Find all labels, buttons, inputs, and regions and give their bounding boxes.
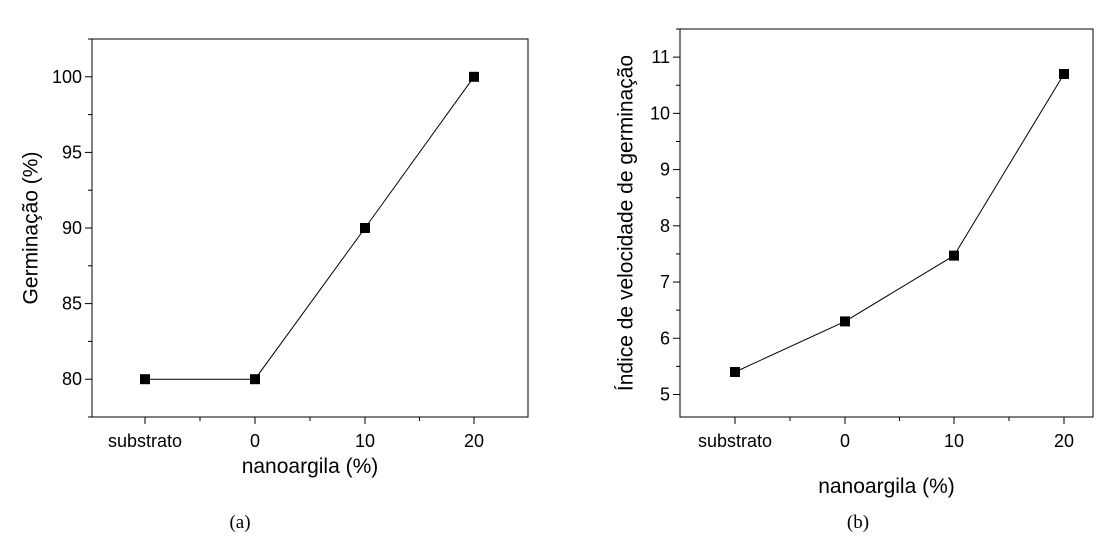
chart-b-y-tick-label: 11 — [651, 47, 670, 67]
chart-a-x-tick-label: substrato — [108, 431, 182, 451]
chart-a-series-line — [145, 76, 475, 380]
chart-b-tick-labels: 5 6 7 8 9 10 11 substrato 0 10 20 — [650, 47, 1074, 451]
chart-b-x-tick-label: 0 — [840, 431, 850, 451]
chart-a-caption: (a) — [229, 512, 250, 533]
chart-b-ticks — [673, 28, 1065, 424]
chart-b-data-point — [949, 250, 959, 261]
chart-a-data-point — [250, 374, 260, 385]
chart-a-x-tick-label: 0 — [250, 431, 260, 451]
chart-a-y-tick-label: 85 — [62, 294, 82, 314]
chart-b-x-tick-label: 10 — [944, 431, 964, 451]
chart-a-series-path — [145, 76, 475, 380]
chart-a-y-axis-title: Germinação (%) — [20, 152, 43, 305]
chart-b-markers — [730, 68, 1069, 378]
chart-a-y-tick-label: 100 — [52, 67, 82, 87]
chart-b-plot-frame — [679, 28, 1094, 418]
chart-b-y-tick-label: 6 — [660, 328, 670, 348]
chart-b-data-point — [840, 316, 850, 327]
chart-b-caption: (b) — [847, 512, 869, 533]
chart-b-data-point — [730, 367, 740, 378]
chart-b-data-point — [1059, 68, 1069, 79]
chart-a-x-axis-title: nanoargila (%) — [242, 455, 379, 478]
chart-a-markers — [140, 71, 479, 385]
chart-a-tick-labels: 80 85 90 95 100 substrato 0 10 20 — [52, 67, 484, 451]
chart-b: 5 6 7 8 9 10 11 substrato 0 10 20 nanoargila (%) Í… — [615, 28, 1094, 533]
chart-b-y-axis-title: Índice de velocidade de germinação — [615, 55, 638, 391]
chart-b-y-tick-label: 5 — [660, 385, 670, 405]
chart-a-data-point — [360, 223, 370, 233]
chart-b-y-tick-label: 7 — [660, 272, 670, 292]
chart-a-plot-frame — [91, 38, 529, 418]
chart-b-x-tick-label: 20 — [1054, 431, 1074, 451]
chart-a-y-tick-label: 80 — [62, 369, 82, 389]
chart-a: 80 85 90 95 100 substrato 0 10 20 nanoargila (%)… — [20, 38, 529, 533]
chart-a-data-point — [469, 71, 479, 82]
chart-b-y-tick-label: 8 — [660, 216, 670, 236]
chart-a-y-tick-label: 90 — [62, 218, 82, 238]
chart-a-y-tick-label: 95 — [62, 142, 82, 162]
chart-b-x-axis-title: nanoargila (%) — [818, 475, 955, 498]
chart-b-x-tick-label: substrato — [698, 431, 772, 451]
chart-b-series-line — [734, 73, 1065, 373]
chart-a-data-point — [140, 374, 150, 385]
chart-b-series-path — [734, 73, 1065, 373]
chart-b-y-tick-label: 10 — [650, 103, 670, 123]
chart-a-x-tick-label: 10 — [355, 431, 375, 451]
chart-a-ticks — [85, 38, 475, 424]
chart-b-y-tick-label: 9 — [660, 160, 670, 180]
chart-a-x-tick-label: 20 — [464, 431, 484, 451]
